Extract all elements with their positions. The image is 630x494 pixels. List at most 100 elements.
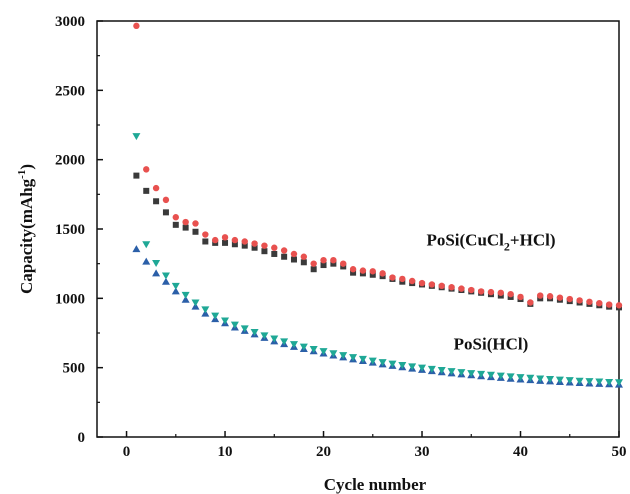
data-point	[172, 221, 179, 228]
data-point	[152, 184, 160, 192]
data-point	[320, 262, 327, 269]
data-point	[161, 272, 170, 280]
data-point	[467, 370, 476, 378]
y-tick-label: 500	[63, 361, 86, 377]
data-point	[132, 245, 141, 253]
data-point	[241, 242, 248, 249]
x-ticks: 0 10 20 30 40 50	[123, 431, 627, 460]
data-point	[379, 270, 386, 277]
data-point	[339, 352, 348, 360]
y-tick-label: 1000	[55, 291, 85, 307]
data-point	[418, 364, 427, 372]
data-point	[202, 231, 209, 238]
data-point	[300, 259, 307, 266]
data-point	[408, 363, 417, 371]
data-point	[576, 297, 583, 304]
data-point	[428, 281, 436, 288]
data-point	[241, 238, 248, 245]
data-point	[496, 372, 505, 380]
data-point	[310, 266, 317, 273]
data-point	[162, 196, 170, 204]
axes	[96, 20, 620, 438]
data-point	[181, 295, 190, 303]
data-point	[605, 301, 613, 308]
data-point	[270, 335, 279, 343]
data-point	[555, 376, 564, 384]
annotation-subscript: 2	[504, 240, 510, 254]
data-point	[350, 269, 357, 276]
data-point	[615, 302, 623, 309]
data-point	[142, 241, 151, 249]
data-point	[378, 359, 387, 367]
data-point	[399, 275, 406, 283]
data-point	[161, 277, 170, 285]
data-point	[281, 253, 288, 260]
data-point	[133, 22, 140, 30]
data-point	[437, 367, 446, 375]
y-tick-label: 2500	[55, 83, 85, 99]
data-point	[565, 377, 574, 385]
data-point	[289, 341, 298, 349]
data-point	[221, 234, 229, 241]
y-tick-label: 2000	[55, 153, 85, 169]
data-point	[487, 288, 495, 296]
data-point	[143, 187, 150, 194]
data-point	[271, 244, 278, 251]
data-point	[191, 299, 200, 307]
data-point	[566, 295, 573, 303]
data-point	[517, 293, 524, 301]
data-point	[290, 250, 298, 258]
data-point	[329, 350, 338, 358]
data-point	[595, 378, 604, 386]
data-point	[497, 289, 505, 296]
data-point	[358, 355, 367, 363]
x-tick-label: 30	[415, 444, 430, 460]
y-axis-title-close: )	[17, 164, 36, 170]
data-point	[427, 365, 436, 373]
data-point	[230, 321, 239, 329]
y-ticks: 0 500 1000 1500 2000 2500 3000	[55, 14, 103, 446]
data-point	[546, 376, 555, 384]
data-point	[486, 371, 495, 379]
data-point	[240, 325, 249, 333]
x-tick-label: 0	[123, 444, 131, 460]
y-axis-title-sup: -1	[16, 170, 28, 179]
data-point	[320, 257, 327, 264]
data-point	[251, 244, 258, 251]
data-point	[506, 373, 515, 381]
x-tick-label: 50	[612, 444, 627, 460]
data-point	[537, 292, 544, 299]
data-point	[260, 332, 269, 340]
data-point	[556, 294, 564, 301]
x-tick-label: 20	[316, 444, 331, 460]
data-point	[418, 279, 426, 287]
annotation-posi-cucl2-hcl: PoSi(CuCl2+HCl)	[426, 231, 555, 254]
data-point	[615, 379, 623, 387]
data-point	[596, 299, 603, 307]
data-point	[221, 317, 230, 325]
data-point	[192, 220, 199, 227]
data-point	[457, 369, 466, 377]
data-point	[310, 260, 317, 267]
data-point	[211, 312, 220, 320]
annotation-part: PoSi(CuCl	[426, 231, 504, 250]
data-point	[261, 242, 268, 249]
x-axis-title: Cycle number	[324, 475, 427, 494]
data-point	[458, 285, 465, 292]
data-point	[605, 378, 614, 386]
data-point	[202, 238, 209, 245]
x-tick-label: 40	[513, 444, 528, 460]
series-triangle-up	[132, 245, 623, 388]
data-point	[368, 357, 377, 365]
y-axis-title-main: Capacity(mAhg	[17, 178, 36, 294]
data-point	[280, 247, 288, 254]
data-point	[526, 374, 535, 382]
data-point	[477, 370, 486, 378]
data-point	[280, 338, 289, 346]
data-point	[398, 362, 407, 370]
data-point	[182, 224, 189, 231]
data-point	[251, 240, 258, 247]
data-point	[359, 267, 367, 274]
y-axis-title: Capacity(mAhg-1)	[16, 164, 36, 294]
data-point	[250, 329, 259, 337]
